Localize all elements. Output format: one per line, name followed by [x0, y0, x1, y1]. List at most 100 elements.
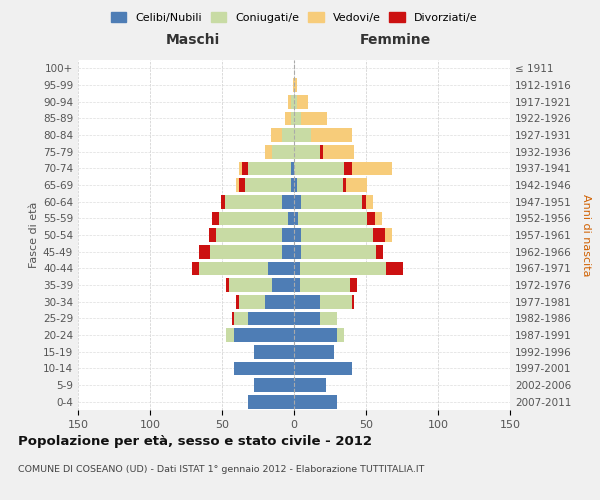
Bar [344, 162, 352, 175]
Bar [239, 162, 242, 175]
Bar [209, 228, 216, 242]
Bar [272, 145, 294, 158]
Bar [294, 212, 298, 225]
Bar [248, 395, 294, 408]
Bar [320, 295, 352, 308]
Bar [350, 278, 358, 292]
Bar [294, 262, 300, 275]
Bar [245, 178, 291, 192]
Bar [226, 328, 233, 342]
Bar [232, 312, 233, 325]
Bar [242, 162, 248, 175]
Bar [294, 345, 334, 358]
Bar [248, 162, 291, 175]
Bar [254, 345, 294, 358]
Bar [192, 262, 199, 275]
Bar [294, 362, 352, 375]
Y-axis label: Anni di nascita: Anni di nascita [581, 194, 591, 276]
Bar [385, 228, 392, 242]
Text: Femmine: Femmine [360, 32, 431, 46]
Bar [225, 195, 283, 208]
Bar [265, 295, 294, 308]
Bar [294, 295, 320, 308]
Bar [219, 212, 288, 225]
Bar [233, 362, 294, 375]
Bar [283, 128, 294, 142]
Bar [320, 145, 323, 158]
Bar [320, 312, 337, 325]
Bar [362, 195, 366, 208]
Bar [301, 228, 373, 242]
Bar [211, 245, 283, 258]
Bar [294, 245, 301, 258]
Bar [199, 245, 211, 258]
Bar [300, 278, 350, 292]
Bar [346, 178, 367, 192]
Bar [297, 95, 308, 108]
Bar [288, 95, 291, 108]
Bar [239, 295, 265, 308]
Bar [271, 128, 283, 142]
Bar [294, 78, 297, 92]
Bar [294, 145, 320, 158]
Bar [265, 145, 272, 158]
Bar [283, 228, 294, 242]
Bar [376, 245, 383, 258]
Bar [229, 278, 272, 292]
Bar [288, 212, 294, 225]
Bar [323, 145, 355, 158]
Bar [386, 262, 403, 275]
Bar [301, 195, 362, 208]
Bar [283, 245, 294, 258]
Bar [337, 328, 344, 342]
Bar [233, 328, 294, 342]
Bar [294, 95, 297, 108]
Bar [352, 162, 392, 175]
Bar [291, 95, 294, 108]
Bar [286, 112, 291, 125]
Bar [294, 128, 311, 142]
Bar [236, 295, 239, 308]
Bar [294, 328, 337, 342]
Bar [291, 112, 294, 125]
Bar [283, 195, 294, 208]
Bar [298, 212, 367, 225]
Bar [248, 312, 294, 325]
Bar [367, 212, 374, 225]
Bar [294, 395, 337, 408]
Text: COMUNE DI COSEANO (UD) - Dati ISTAT 1° gennaio 2012 - Elaborazione TUTTITALIA.IT: COMUNE DI COSEANO (UD) - Dati ISTAT 1° g… [18, 465, 424, 474]
Bar [236, 178, 239, 192]
Bar [294, 112, 301, 125]
Bar [233, 312, 248, 325]
Bar [297, 178, 343, 192]
Bar [300, 262, 386, 275]
Bar [199, 262, 268, 275]
Bar [221, 195, 225, 208]
Bar [343, 178, 346, 192]
Bar [254, 378, 294, 392]
Bar [301, 112, 327, 125]
Y-axis label: Fasce di età: Fasce di età [29, 202, 39, 268]
Bar [212, 212, 219, 225]
Bar [366, 195, 373, 208]
Bar [373, 228, 385, 242]
Text: Maschi: Maschi [166, 32, 220, 46]
Bar [272, 278, 294, 292]
Bar [268, 262, 294, 275]
Bar [352, 295, 355, 308]
Bar [294, 278, 300, 292]
Bar [294, 312, 320, 325]
Bar [294, 178, 297, 192]
Bar [226, 278, 229, 292]
Bar [291, 178, 294, 192]
Bar [293, 78, 294, 92]
Bar [216, 228, 283, 242]
Bar [294, 195, 301, 208]
Text: Popolazione per età, sesso e stato civile - 2012: Popolazione per età, sesso e stato civil… [18, 435, 372, 448]
Bar [294, 378, 326, 392]
Bar [239, 178, 245, 192]
Bar [294, 162, 344, 175]
Bar [291, 162, 294, 175]
Bar [374, 212, 382, 225]
Bar [294, 228, 301, 242]
